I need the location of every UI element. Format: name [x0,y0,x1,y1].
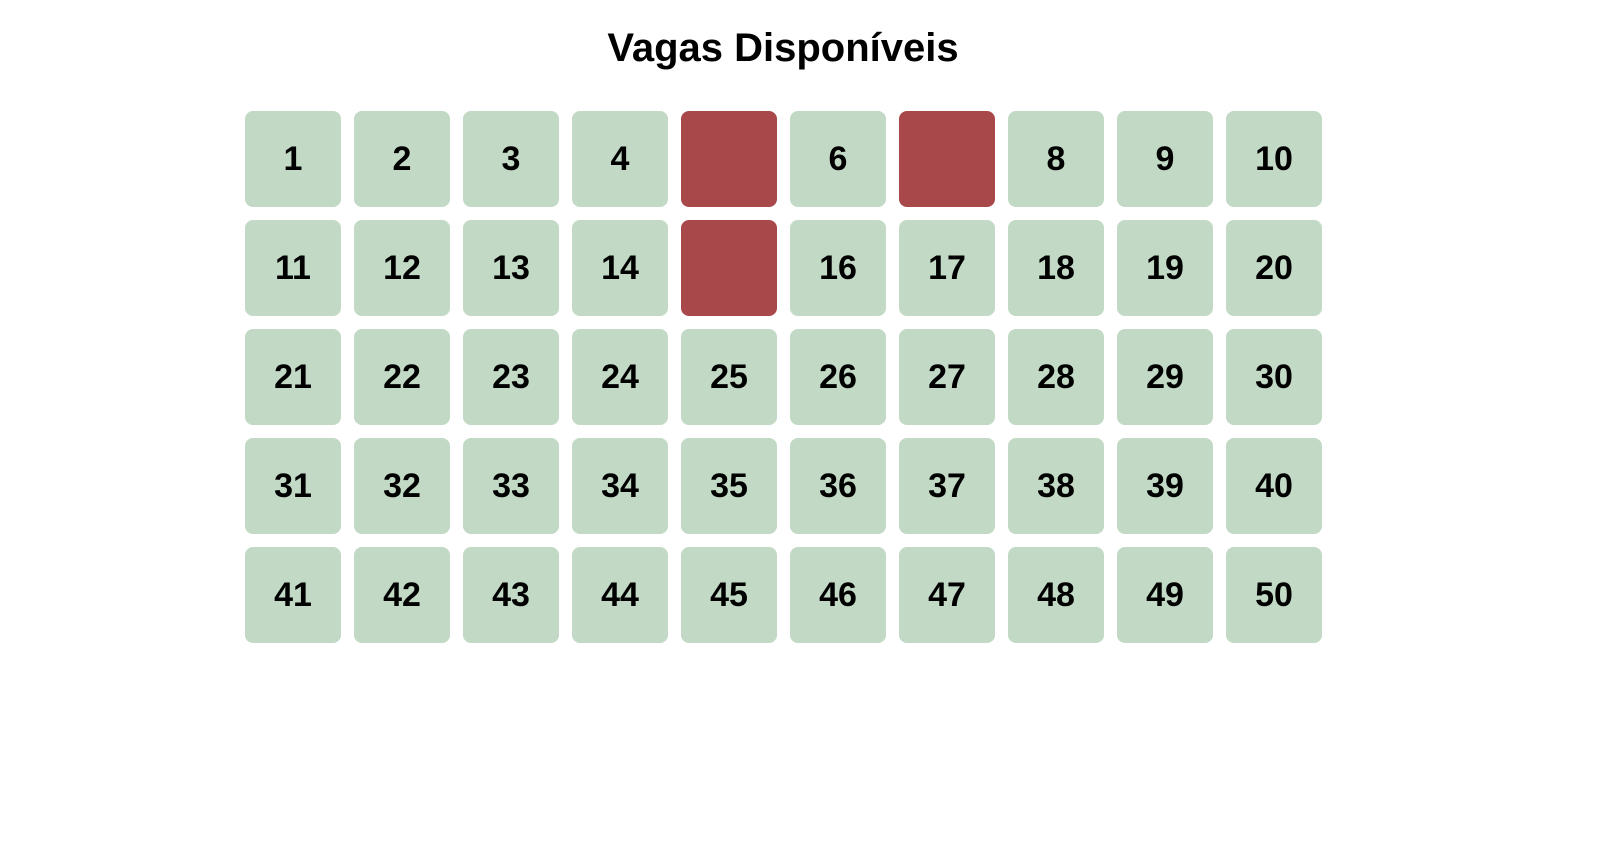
parking-spot[interactable]: 32 [354,438,450,534]
parking-spot[interactable]: 39 [1117,438,1213,534]
parking-spot[interactable]: 19 [1117,220,1213,316]
parking-spot[interactable]: 14 [572,220,668,316]
parking-spot[interactable]: 29 [1117,329,1213,425]
parking-spot[interactable]: 18 [1008,220,1104,316]
parking-spot-occupied[interactable] [681,220,777,316]
parking-spot[interactable]: 28 [1008,329,1104,425]
parking-spot[interactable]: 21 [245,329,341,425]
parking-spot[interactable]: 6 [790,111,886,207]
parking-spot[interactable]: 36 [790,438,886,534]
parking-spot[interactable]: 10 [1226,111,1322,207]
parking-spot-grid: 1 2 3 4 6 8 9 10 11 12 13 14 16 17 18 19 20 21 22 23 24 25 26 2… [245,111,1322,643]
parking-spot[interactable]: 9 [1117,111,1213,207]
parking-spot[interactable]: 33 [463,438,559,534]
parking-spot[interactable]: 22 [354,329,450,425]
parking-spot[interactable]: 27 [899,329,995,425]
parking-spot[interactable]: 43 [463,547,559,643]
parking-spot-occupied[interactable] [899,111,995,207]
parking-spot-occupied[interactable] [681,111,777,207]
parking-spot[interactable]: 35 [681,438,777,534]
parking-spot[interactable]: 42 [354,547,450,643]
parking-spot[interactable]: 46 [790,547,886,643]
parking-spot[interactable]: 45 [681,547,777,643]
parking-spot[interactable]: 2 [354,111,450,207]
parking-spot[interactable]: 8 [1008,111,1104,207]
parking-spot[interactable]: 12 [354,220,450,316]
parking-spot[interactable]: 34 [572,438,668,534]
parking-spot[interactable]: 30 [1226,329,1322,425]
parking-spot[interactable]: 31 [245,438,341,534]
parking-spot[interactable]: 3 [463,111,559,207]
parking-spot[interactable]: 38 [1008,438,1104,534]
parking-spot[interactable]: 49 [1117,547,1213,643]
parking-spot[interactable]: 50 [1226,547,1322,643]
parking-spot[interactable]: 48 [1008,547,1104,643]
parking-spot[interactable]: 1 [245,111,341,207]
parking-spot[interactable]: 47 [899,547,995,643]
parking-spot[interactable]: 13 [463,220,559,316]
parking-spot[interactable]: 11 [245,220,341,316]
parking-spot[interactable]: 17 [899,220,995,316]
page-title: Vagas Disponíveis [607,26,959,70]
parking-spot[interactable]: 4 [572,111,668,207]
parking-spot[interactable]: 40 [1226,438,1322,534]
parking-spot[interactable]: 24 [572,329,668,425]
parking-spot[interactable]: 44 [572,547,668,643]
parking-spot[interactable]: 37 [899,438,995,534]
parking-spot[interactable]: 41 [245,547,341,643]
parking-spot[interactable]: 25 [681,329,777,425]
parking-spot[interactable]: 16 [790,220,886,316]
parking-spot[interactable]: 23 [463,329,559,425]
parking-spot[interactable]: 26 [790,329,886,425]
parking-spot[interactable]: 20 [1226,220,1322,316]
